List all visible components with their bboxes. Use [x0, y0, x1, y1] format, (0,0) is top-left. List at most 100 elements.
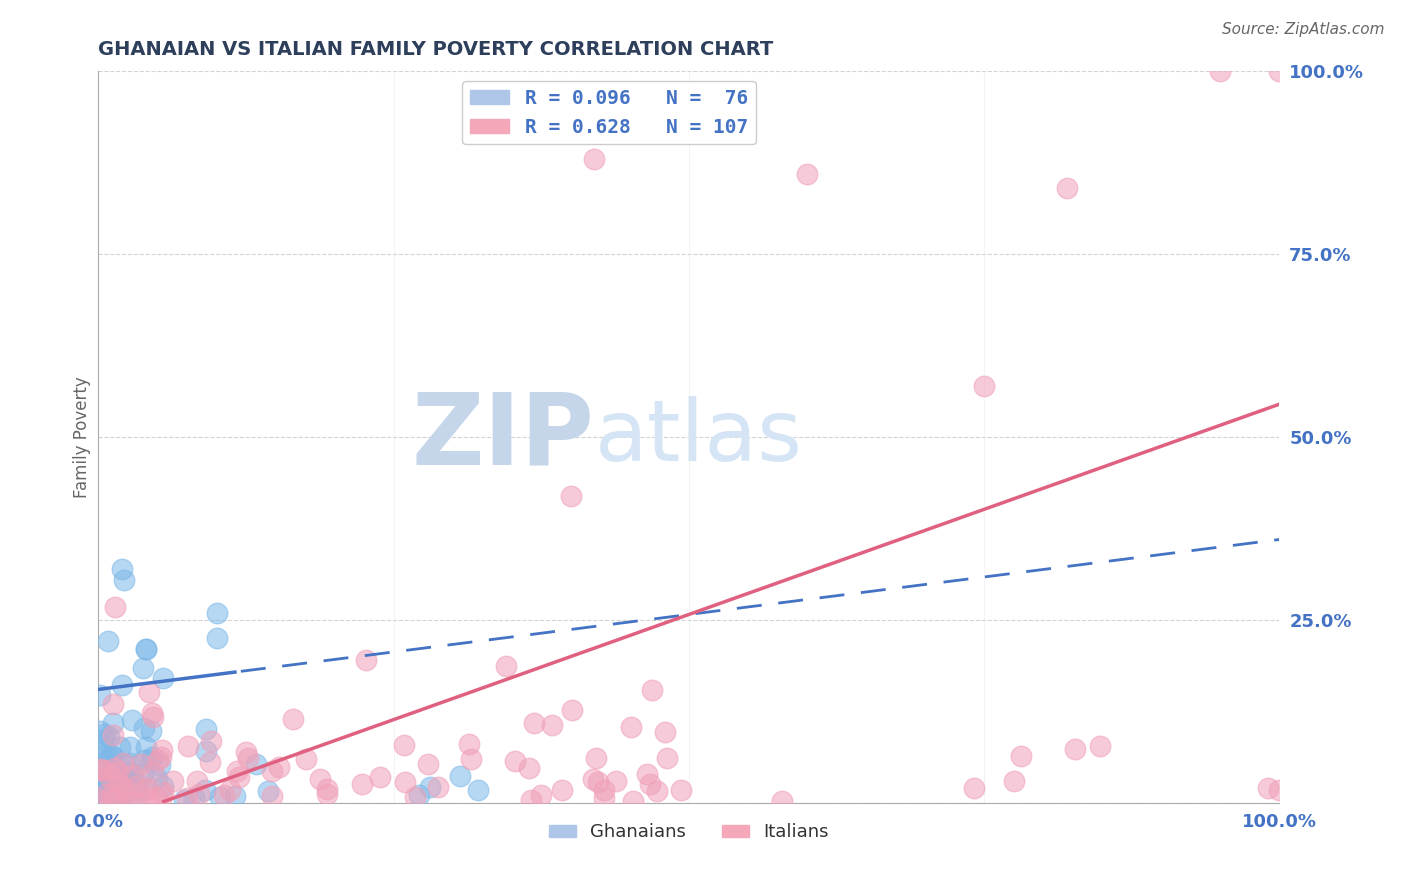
- Point: [117, 791, 139, 805]
- Point: [245, 757, 267, 772]
- Point: [93, 763, 115, 777]
- Point: [97, 634, 120, 648]
- Point: [112, 787, 135, 801]
- Point: [152, 785, 174, 799]
- Point: [183, 790, 205, 805]
- Point: [152, 672, 174, 686]
- Point: [150, 742, 173, 756]
- Point: [104, 761, 127, 775]
- Point: [136, 790, 159, 805]
- Point: [235, 745, 257, 759]
- Point: [112, 757, 135, 772]
- Point: [198, 755, 221, 769]
- Point: [146, 772, 169, 786]
- Point: [645, 784, 668, 798]
- Point: [91, 763, 114, 777]
- Point: [195, 722, 218, 736]
- Point: [408, 788, 430, 802]
- Point: [505, 754, 527, 768]
- Point: [1257, 780, 1279, 795]
- Point: [125, 789, 148, 804]
- Point: [1209, 64, 1232, 78]
- Point: [541, 718, 564, 732]
- Point: [586, 774, 609, 789]
- Point: [449, 769, 471, 783]
- Point: [100, 748, 122, 763]
- Point: [89, 785, 111, 799]
- Point: [111, 562, 134, 576]
- Point: [91, 732, 114, 747]
- Point: [530, 789, 553, 803]
- Point: [129, 756, 152, 771]
- Point: [963, 781, 986, 796]
- Point: [226, 764, 249, 779]
- Point: [114, 769, 136, 783]
- Point: [100, 793, 122, 807]
- Point: [89, 688, 111, 702]
- Point: [107, 764, 129, 779]
- Point: [636, 766, 658, 780]
- Point: [107, 764, 129, 779]
- Point: [104, 788, 127, 802]
- Point: [118, 739, 141, 754]
- Point: [796, 167, 818, 181]
- Point: [671, 782, 693, 797]
- Point: [89, 792, 111, 806]
- Point: [973, 379, 995, 393]
- Legend: Ghanaians, Italians: Ghanaians, Italians: [541, 816, 837, 848]
- Point: [188, 787, 211, 801]
- Point: [111, 678, 134, 692]
- Point: [89, 746, 111, 760]
- Point: [621, 795, 644, 809]
- Point: [1268, 64, 1291, 78]
- Point: [89, 794, 111, 808]
- Point: [132, 661, 155, 675]
- Point: [1064, 741, 1087, 756]
- Point: [352, 777, 374, 791]
- Point: [89, 762, 111, 776]
- Point: [114, 781, 136, 796]
- Point: [94, 727, 117, 741]
- Point: [104, 770, 127, 784]
- Point: [224, 789, 246, 803]
- Point: [212, 789, 235, 803]
- Point: [103, 728, 125, 742]
- Point: [200, 734, 222, 748]
- Point: [132, 753, 155, 767]
- Point: [149, 758, 172, 772]
- Point: [105, 790, 128, 805]
- Point: [561, 703, 583, 717]
- Point: [93, 755, 115, 769]
- Point: [91, 771, 114, 785]
- Point: [419, 780, 441, 794]
- Point: [404, 789, 426, 804]
- Point: [134, 721, 156, 735]
- Point: [111, 771, 134, 785]
- Point: [108, 777, 131, 791]
- Point: [309, 772, 332, 786]
- Point: [592, 791, 614, 805]
- Point: [605, 774, 627, 789]
- Point: [125, 776, 148, 790]
- Point: [97, 769, 120, 783]
- Point: [257, 784, 280, 798]
- Point: [560, 489, 582, 503]
- Point: [135, 739, 157, 754]
- Point: [236, 751, 259, 765]
- Point: [93, 774, 115, 789]
- Point: [135, 642, 157, 657]
- Point: [520, 793, 543, 807]
- Point: [97, 769, 120, 783]
- Point: [134, 784, 156, 798]
- Point: [641, 682, 664, 697]
- Point: [103, 750, 125, 764]
- Point: [638, 777, 661, 791]
- Y-axis label: Family Poverty: Family Poverty: [73, 376, 91, 498]
- Point: [89, 773, 111, 788]
- Point: [517, 761, 540, 775]
- Point: [655, 751, 678, 765]
- Point: [89, 791, 111, 805]
- Point: [205, 606, 228, 620]
- Text: Source: ZipAtlas.com: Source: ZipAtlas.com: [1222, 22, 1385, 37]
- Point: [550, 783, 572, 797]
